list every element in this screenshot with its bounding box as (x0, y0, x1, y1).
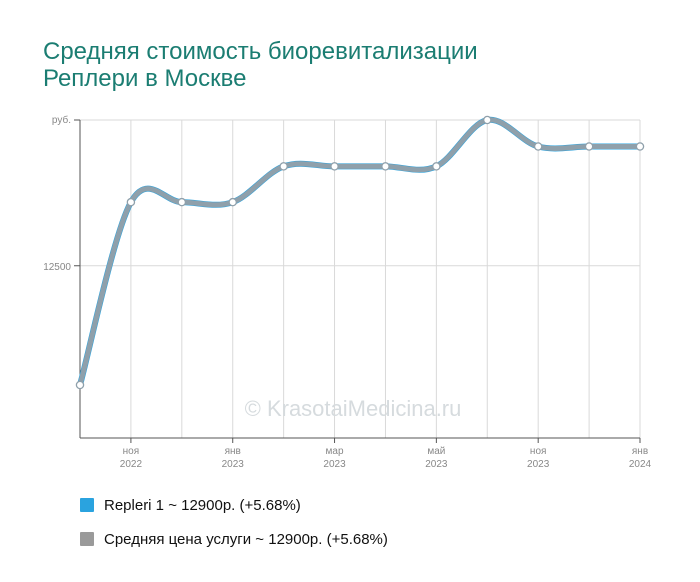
data-point[interactable] (279, 162, 288, 171)
legend-item-average[interactable]: Средняя цена услуги ~ 12900р. (+5.68%) (80, 522, 388, 556)
data-point[interactable] (533, 142, 543, 151)
watermark: © KrasotaiMedicina.ru (245, 396, 462, 421)
axis-labels: руб. 12500 ноя 2022 янв 2023 мар 2023 май 2023 ноя… (43, 114, 651, 470)
data-point[interactable] (381, 162, 390, 171)
chart-title: Средняя стоимость биоревитализации Репле… (43, 38, 663, 92)
x-tick-label-month: янв (225, 446, 241, 457)
x-tick-label-year: 2023 (222, 459, 245, 470)
data-point[interactable] (330, 162, 339, 171)
chart-title-line-1: Средняя стоимость биоревитализации (43, 38, 478, 65)
x-tick-label-year: 2024 (629, 459, 652, 470)
x-tick-label-year: 2023 (527, 459, 550, 470)
points-group[interactable] (75, 115, 645, 390)
data-point[interactable] (635, 142, 645, 151)
data-point[interactable] (483, 115, 492, 125)
x-tick-label-year: 2023 (323, 459, 346, 470)
x-tick-label-month: янв (632, 446, 648, 457)
legend-item-repleri[interactable]: Repleri 1 ~ 12900р. (+5.68%) (80, 488, 388, 522)
y-tick-label: 12500 (43, 262, 71, 273)
chart-title-line-2: Реплери в Москве (43, 65, 247, 92)
x-tick-label-year: 2023 (425, 459, 448, 470)
data-point[interactable] (432, 162, 441, 171)
data-point[interactable] (584, 142, 594, 151)
series-group (77, 116, 643, 388)
x-tick-label-month: ноя (123, 446, 140, 457)
grid (80, 119, 641, 438)
x-tick-label-month: мар (326, 446, 344, 457)
legend-swatch-repleri (80, 498, 94, 512)
data-point[interactable] (228, 197, 237, 207)
legend-swatch-average (80, 532, 94, 546)
x-tick-label-month: ноя (530, 446, 547, 457)
y-unit-label: руб. (52, 114, 71, 126)
series-line-average (77, 117, 643, 388)
x-tick-label-year: 2022 (120, 459, 143, 470)
data-point[interactable] (75, 380, 85, 390)
legend-label-repleri: Repleri 1 ~ 12900р. (+5.68%) (104, 496, 301, 514)
legend-label-average: Средняя цена услуги ~ 12900р. (+5.68%) (104, 530, 388, 548)
x-tick-label-month: май (427, 446, 445, 457)
data-point[interactable] (126, 197, 136, 207)
data-point[interactable] (177, 197, 187, 207)
legend: Repleri 1 ~ 12900р. (+5.68%) Средняя цен… (80, 488, 388, 556)
series-line-repleri (77, 116, 643, 388)
